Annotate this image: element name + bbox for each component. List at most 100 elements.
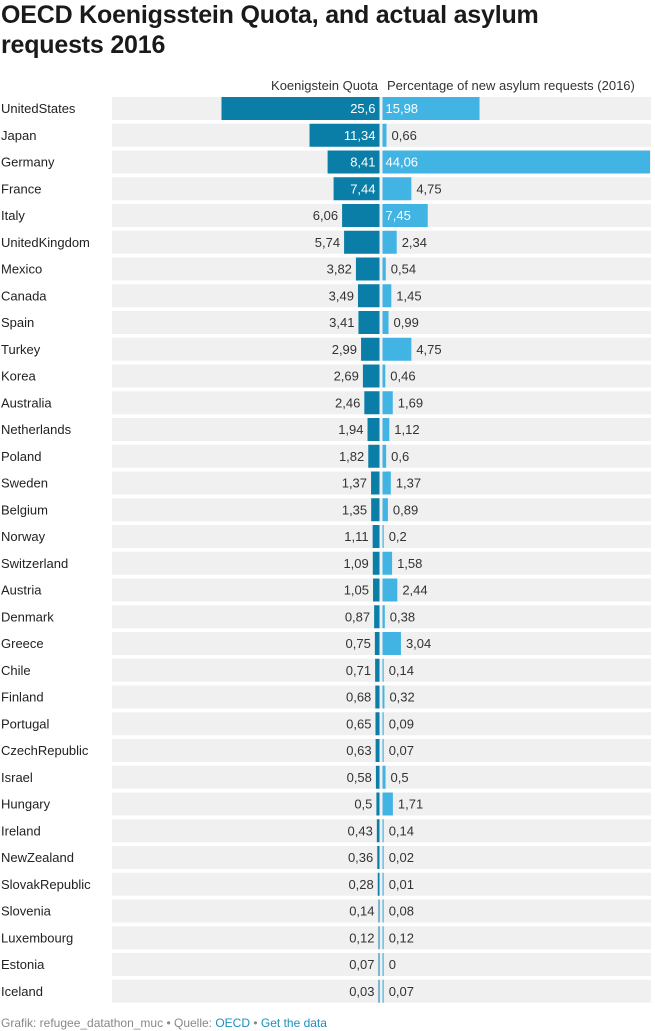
left-value-label: 1,94: [338, 422, 363, 437]
category-label: Iceland: [1, 984, 43, 999]
left-bar: [378, 926, 380, 950]
right-value-label: 15,98: [386, 101, 419, 116]
left-bar: [344, 230, 380, 254]
footer: Grafik: refugee_datathon_muc • Quelle: O…: [1, 1016, 327, 1030]
row-background: [112, 97, 651, 120]
category-label: NewZealand: [1, 850, 74, 865]
right-bar: [382, 765, 386, 789]
right-bar: [382, 551, 393, 575]
right-bar: [382, 578, 398, 602]
right-bar: [382, 123, 387, 147]
left-bar: [358, 311, 380, 334]
left-value-label: 0,63: [346, 743, 371, 758]
right-value-label: 1,45: [396, 288, 421, 303]
left-bar: [374, 605, 380, 629]
right-value-label: 1,58: [397, 556, 422, 571]
left-bar: [368, 444, 380, 468]
row-background: [112, 498, 651, 522]
left-value-label: 1,37: [342, 476, 367, 491]
row-background: [112, 337, 651, 361]
right-bar: [382, 712, 384, 736]
right-value-label: 0,38: [390, 609, 415, 624]
row-background: [112, 926, 651, 950]
row-background: [112, 418, 651, 441]
left-bar: [375, 658, 380, 682]
category-label: Poland: [1, 449, 41, 464]
row-background: [112, 525, 651, 548]
left-bar: [342, 204, 380, 227]
category-label: Japan: [1, 128, 36, 143]
left-value-label: 2,69: [334, 369, 359, 384]
right-value-label: 0,07: [389, 984, 414, 999]
left-bar: [309, 123, 380, 147]
left-bar: [372, 525, 380, 548]
left-value-label: 5,74: [315, 235, 340, 250]
source-link[interactable]: OECD: [215, 1016, 251, 1030]
right-column-header: Percentage of new asylum requests (2016): [387, 78, 635, 93]
right-bar: [382, 337, 412, 361]
right-value-label: 0,07: [389, 743, 414, 758]
left-bar: [376, 792, 380, 816]
right-bar: [382, 792, 393, 816]
left-value-label: 8,41: [350, 155, 375, 170]
row-background: [112, 658, 651, 682]
right-bar: [382, 471, 391, 495]
right-bar: [382, 525, 384, 548]
left-value-label: 3,41: [329, 315, 354, 330]
left-value-label: 1,09: [343, 556, 368, 571]
category-label: Mexico: [1, 262, 42, 277]
left-value-label: 3,82: [327, 262, 352, 277]
row-background: [112, 899, 651, 923]
left-value-label: 2,99: [332, 342, 357, 357]
right-value-label: 0,2: [389, 529, 407, 544]
left-bar: [375, 712, 380, 736]
row-background: [112, 284, 651, 308]
right-value-label: 0: [389, 957, 396, 972]
left-bar: [327, 150, 380, 174]
left-value-label: 0,14: [349, 904, 374, 919]
left-value-label: 0,87: [345, 609, 370, 624]
left-bar: [375, 739, 380, 762]
category-label: UnitedStates: [1, 101, 76, 116]
row-background: [112, 739, 651, 762]
left-value-label: 0,5: [354, 797, 372, 812]
right-bar: [382, 605, 385, 629]
right-value-label: 0,09: [389, 716, 414, 731]
left-bar: [376, 819, 380, 843]
right-value-label: 0,08: [389, 904, 414, 919]
category-label: France: [1, 181, 41, 196]
source-label: Quelle:: [173, 1016, 216, 1030]
left-value-label: 0,75: [346, 636, 371, 651]
left-bar: [378, 899, 380, 923]
right-bar: [382, 979, 384, 1003]
left-bar: [362, 364, 380, 388]
category-label: Israel: [1, 770, 33, 785]
right-bar: [382, 498, 388, 522]
right-value-label: 0,5: [391, 770, 409, 785]
credit-text: Grafik: refugee_datathon_muc: [1, 1016, 164, 1030]
left-bar: [333, 177, 380, 201]
right-bar: [382, 391, 393, 415]
right-bar: [382, 230, 397, 254]
row-background: [112, 979, 651, 1003]
right-bar: [382, 418, 390, 441]
left-value-label: 0,12: [349, 930, 374, 945]
row-background: [112, 204, 651, 227]
left-column-header: Koenigstein Quota: [271, 78, 378, 93]
category-label: Switzerland: [1, 556, 68, 571]
left-bar: [361, 337, 380, 361]
row-background: [112, 605, 651, 629]
row-background: [112, 391, 651, 415]
left-value-label: 0,36: [348, 850, 373, 865]
left-value-label: 6,06: [313, 208, 338, 223]
right-value-label: 1,69: [398, 395, 423, 410]
right-bar: [382, 658, 384, 682]
get-data-link[interactable]: Get the data: [260, 1016, 327, 1030]
right-value-label: 0,46: [390, 369, 415, 384]
row-background: [112, 123, 651, 147]
right-bar: [382, 872, 384, 896]
right-bar: [382, 97, 480, 120]
right-value-label: 0,66: [392, 128, 417, 143]
right-value-label: 4,75: [416, 342, 441, 357]
right-bar: [382, 819, 384, 843]
